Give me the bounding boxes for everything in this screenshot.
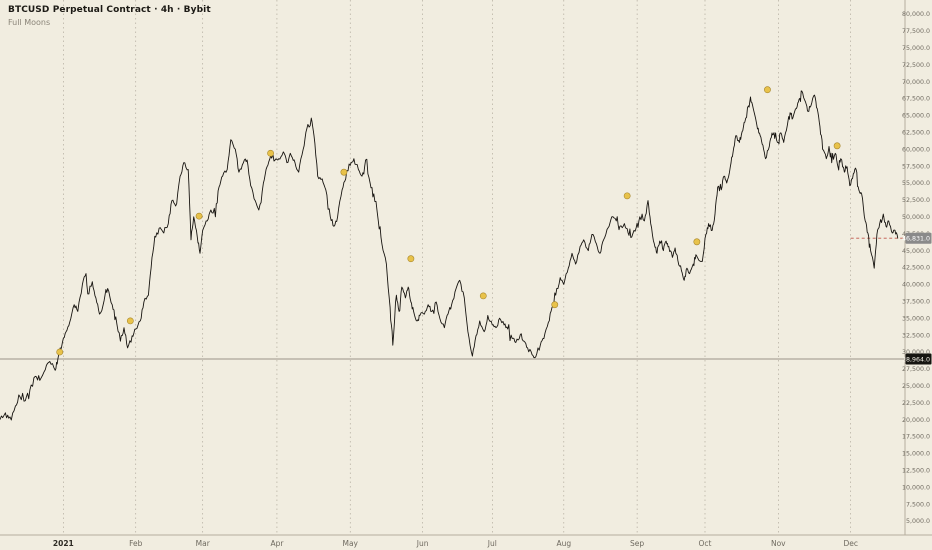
price-level-badge-label: 28,964.0 — [902, 356, 930, 363]
time-tick-label: Apr — [270, 539, 284, 548]
full-moon-marker — [551, 301, 559, 309]
price-tick-label: 10,000.0 — [902, 484, 930, 491]
full-moon-marker — [340, 168, 348, 176]
time-tick-label: Jun — [416, 539, 429, 548]
full-moon-marker — [693, 238, 701, 246]
price-level-badge-label: 46,831.0 — [902, 236, 930, 243]
full-moon-marker — [56, 348, 64, 356]
price-tick-label: 27,500.0 — [902, 366, 930, 373]
price-tick-label: 17,500.0 — [902, 434, 930, 441]
price-tick-label: 25,000.0 — [902, 383, 930, 390]
time-tick-label: Jul — [487, 539, 497, 548]
price-tick-label: 72,500.0 — [902, 62, 930, 69]
full-moon-marker — [267, 149, 274, 157]
time-tick-label: Dec — [843, 539, 858, 548]
time-tick-label: Nov — [771, 539, 786, 548]
time-axis[interactable]: 2021 Feb Mar Apr May Jun Jul Aug Sep Oct Nov Dec — [53, 539, 858, 548]
chart-legend: BTCUSD Perpetual Contract · 4h · Bybit F… — [8, 5, 211, 28]
price-tick-label: 20,000.0 — [902, 417, 930, 424]
price-tick-label: 55,000.0 — [902, 180, 930, 187]
price-tick-label: 12,500.0 — [902, 468, 930, 475]
price-tick-label: 5,000.0 — [906, 518, 930, 525]
full-moon-marker — [623, 192, 631, 200]
price-tick-label: 22,500.0 — [902, 400, 930, 407]
price-tick-label: 30,000.0 — [902, 349, 930, 356]
full-moon-marker — [407, 255, 415, 263]
time-tick-label: Oct — [699, 539, 712, 548]
full-moon-marker — [479, 292, 487, 300]
symbol-title[interactable]: BTCUSD Perpetual Contract · 4h · Bybit — [8, 5, 211, 15]
price-tick-label: 15,000.0 — [902, 451, 930, 458]
time-tick-label: Aug — [556, 539, 571, 548]
price-tick-label: 77,500.0 — [902, 28, 930, 35]
price-tick-label: 42,500.0 — [902, 265, 930, 272]
price-tick-label: 57,500.0 — [902, 163, 930, 170]
price-tick-label: 80,000.0 — [902, 11, 930, 18]
price-tick-label: 70,000.0 — [902, 79, 930, 86]
price-tick-label: 7,500.0 — [906, 501, 930, 508]
price-axis[interactable]: 5,000.0 7,500.0 10,000.0 12,500.0 15,000.0 17… — [902, 11, 930, 525]
price-tick-label: 60,000.0 — [902, 146, 930, 153]
full-moon-marker — [833, 142, 841, 150]
time-tick-label: Mar — [196, 539, 211, 548]
price-tick-label: 32,500.0 — [902, 332, 930, 339]
price-tick-label: 67,500.0 — [902, 96, 930, 103]
price-tick-label: 35,000.0 — [902, 315, 930, 322]
price-tick-label: 37,500.0 — [902, 299, 930, 306]
full-moon-marker — [764, 86, 771, 94]
time-tick-label: 2021 — [53, 539, 74, 548]
price-level-badge — [905, 353, 932, 365]
price-tick-label: 65,000.0 — [902, 113, 930, 120]
full-moon-marker — [195, 212, 203, 220]
price-tick-label: 75,000.0 — [902, 45, 930, 52]
price-level-badge — [905, 232, 932, 244]
price-tick-label: 45,000.0 — [902, 248, 930, 255]
price-tick-label: 40,000.0 — [902, 282, 930, 289]
time-tick-label: May — [342, 539, 358, 548]
price-series — [0, 90, 899, 421]
full-moon-marker — [126, 317, 134, 325]
time-tick-label: Sep — [630, 539, 644, 548]
price-tick-label: 62,500.0 — [902, 130, 930, 137]
price-tick-label: 52,500.0 — [902, 197, 930, 204]
study-label[interactable]: Full Moons — [8, 18, 51, 28]
time-tick-label: Feb — [129, 539, 143, 548]
price-tick-label: 50,000.0 — [902, 214, 930, 221]
